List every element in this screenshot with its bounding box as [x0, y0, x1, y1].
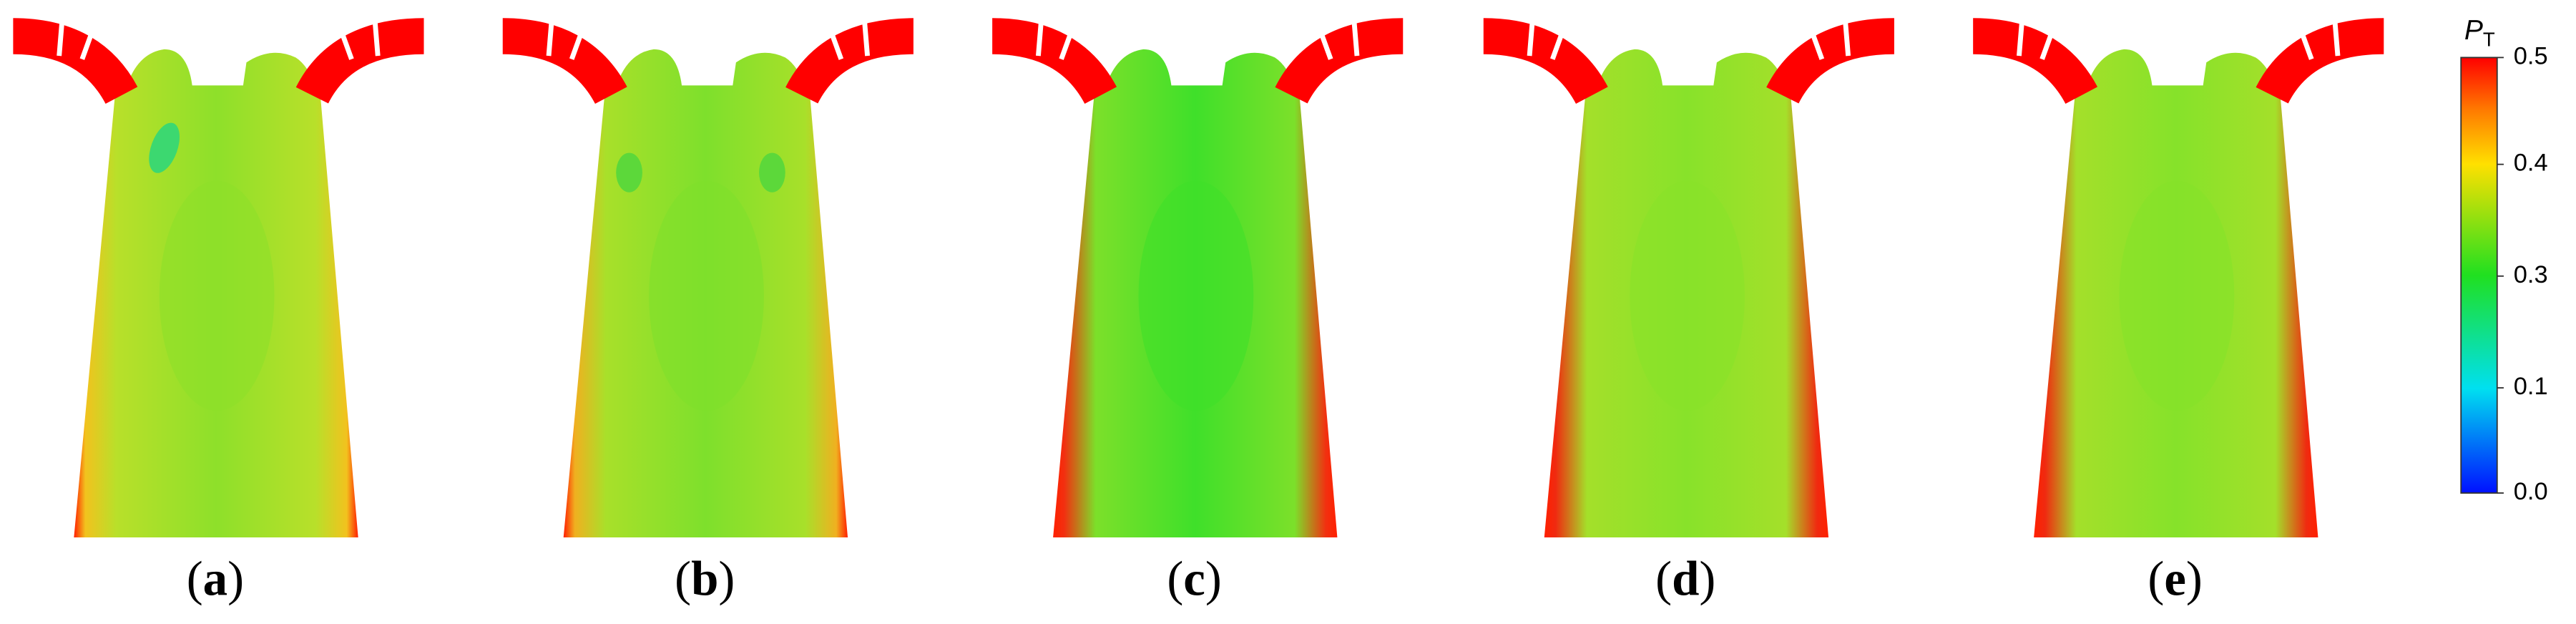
symbol: P: [2464, 15, 2483, 46]
inlet-gap: [1351, 16, 1360, 57]
inlet-gap: [57, 16, 65, 57]
tick-label: 0.4: [2514, 150, 2548, 177]
panel-label: (e): [2148, 551, 2202, 605]
blob: [149, 122, 180, 173]
inlet-left: [502, 18, 627, 104]
inlet-right: [295, 18, 424, 104]
tick-label: 0.0: [2514, 478, 2548, 505]
contour-panel: (d): [1483, 16, 1895, 605]
inlet-gap: [826, 21, 844, 60]
contour-panel: (e): [1972, 16, 2384, 605]
blob: [2119, 180, 2235, 411]
colorbar: [2460, 57, 2498, 494]
inlet-right: [1275, 18, 1404, 104]
colorbar-ticks: 0.5 0.4 0.3 0.1 0.0: [2497, 42, 2548, 505]
inlet-left: [1972, 18, 2098, 104]
inlet-left: [12, 18, 138, 104]
inlet-right: [785, 18, 914, 104]
inlet-gap: [2331, 16, 2341, 57]
panel-label: (b): [675, 551, 735, 605]
inlet-right: [2256, 18, 2384, 104]
tick-label: 0.5: [2514, 42, 2548, 69]
inlet-gap: [546, 16, 555, 57]
contour-panel: (c): [991, 16, 1404, 605]
panel-label: (d): [1655, 551, 1715, 605]
inlet-gap: [1527, 16, 1536, 57]
panel-label: (c): [1167, 551, 1221, 605]
blob: [1630, 180, 1745, 411]
blob: [1138, 180, 1254, 411]
panel-label: (a): [187, 551, 244, 605]
blob: [616, 152, 642, 192]
blob: [759, 152, 785, 192]
blob: [649, 180, 764, 411]
inlet-gap: [372, 16, 381, 57]
inlet-gap: [1842, 16, 1851, 57]
subscript: T: [2483, 28, 2495, 50]
tick-label: 0.1: [2514, 373, 2548, 400]
tick-label: 0.3: [2514, 261, 2548, 288]
inlet-gap: [1059, 21, 1077, 60]
inlet-gap: [2296, 21, 2314, 60]
colorbar-title: PT: [2464, 15, 2495, 50]
inlet-left: [991, 18, 1117, 104]
inlet-gap: [1315, 21, 1333, 60]
inlet-gap: [336, 21, 354, 60]
contour-panel: (a): [12, 16, 424, 605]
contour-panel: (b): [502, 16, 914, 605]
inlet-left: [1483, 18, 1608, 104]
inlet-gap: [2017, 16, 2025, 57]
inlet-gap: [2039, 21, 2058, 60]
blob: [159, 180, 275, 411]
inlet-gap: [1806, 21, 1825, 60]
inlet-gap: [79, 21, 98, 60]
inlet-gap: [861, 16, 871, 57]
inlet-gap: [1550, 21, 1568, 60]
inlet-gap: [569, 21, 587, 60]
inlet-right: [1766, 18, 1895, 104]
panels: (a) (b) (c) (d) (e): [12, 16, 2384, 605]
inlet-gap: [1035, 16, 1044, 57]
